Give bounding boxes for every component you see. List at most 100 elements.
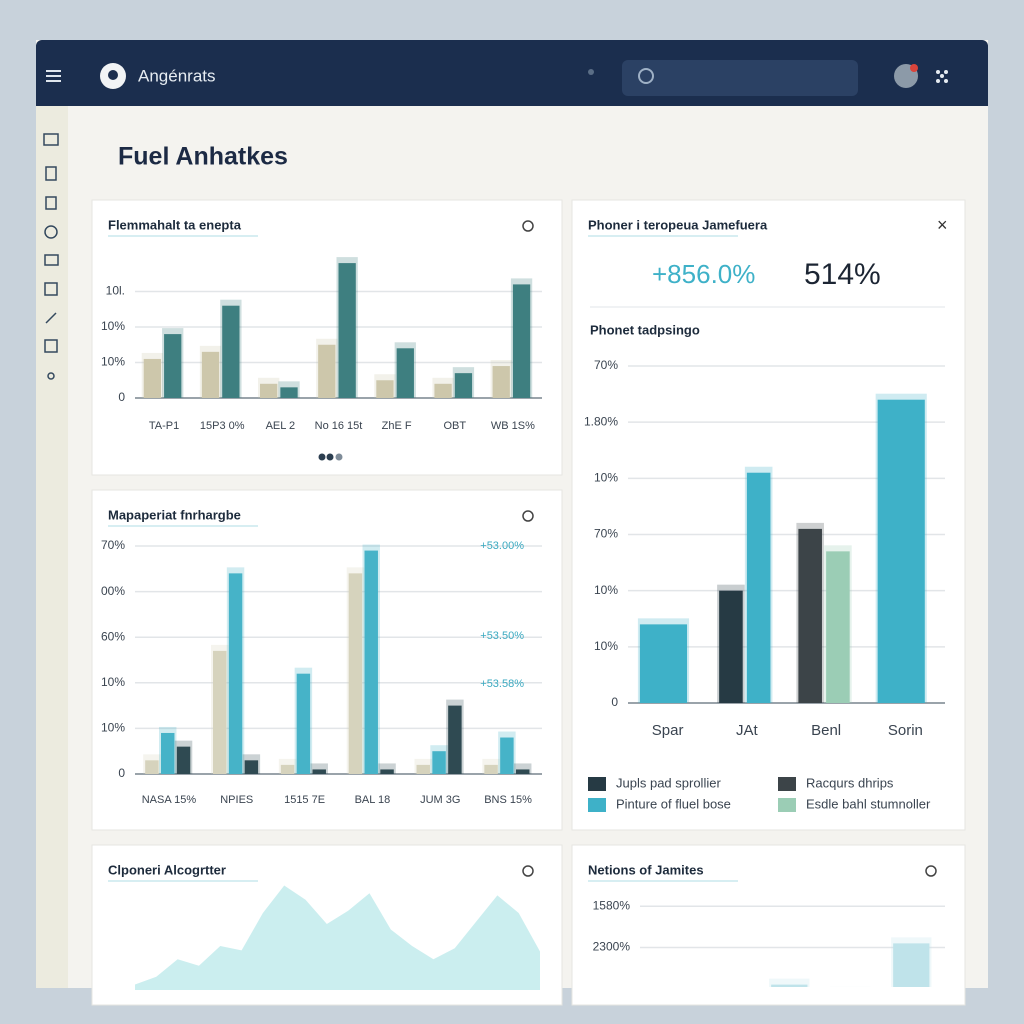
legend-label: Jupls pad sprollier [616,775,721,790]
page-dot[interactable] [326,453,334,461]
y-tick-label: 2300% [593,940,631,954]
annotation: +53.00% [480,540,524,552]
bar-glow [513,763,532,774]
x-tick-label: 1515 7E [284,794,325,806]
legend-swatch [588,777,606,791]
y-tick-label: 70% [594,358,618,372]
legend-label: Esdle bahl stumnoller [806,796,931,811]
bar [280,764,295,774]
bar-glow [769,978,810,987]
bar [338,263,356,398]
bar [318,344,336,398]
y-tick-label: 10l. [106,284,125,298]
title-underline [108,525,258,527]
area [135,885,540,990]
legend-label: Pinture of fluel bose [616,796,731,811]
bar [222,305,240,398]
page-title: Fuel Anhatkes [118,143,288,171]
kpi: 514% [804,258,881,291]
bar [877,399,925,703]
x-tick-label: Sorin [888,722,923,739]
y-tick-label: 0 [118,390,125,404]
y-tick-label: 1.80% [584,414,618,428]
notification-badge [910,64,918,72]
kpi: +856.0% [652,259,755,289]
bar [244,760,259,774]
legend-swatch [778,777,796,791]
bar [798,528,822,703]
bar [228,573,243,774]
apps-button[interactable] [936,70,948,83]
bar [893,943,930,987]
panel-menu[interactable] [522,220,534,232]
y-tick-label: 10% [594,639,618,653]
x-tick-label: NPIES [220,794,253,806]
bar [176,746,191,774]
page-dot[interactable] [318,453,326,461]
bar [719,590,743,703]
y-tick-label: 10% [101,675,125,689]
page-dot[interactable] [335,453,343,461]
panel-subtitle: Phonet tadpsingo [590,322,700,337]
title-underline [108,235,258,237]
bar [396,348,414,398]
panel [91,199,563,476]
sidebar-icons[interactable] [43,133,59,380]
panel-menu[interactable] [522,865,534,877]
bar [280,387,298,398]
legend-label: Racqurs dhrips [806,775,894,790]
bar [434,383,452,398]
y-tick-label: 10% [101,721,125,735]
bar [296,673,311,774]
sidebar [36,106,68,988]
menu-button[interactable] [46,70,61,82]
y-tick-label: 1580% [593,898,631,912]
bar-glow [310,763,328,774]
bar [771,984,808,987]
panel-title: Netions of Jamites [588,862,704,877]
x-tick-label: No 16 15t [315,420,363,432]
bar [416,764,430,774]
bar [364,550,378,774]
y-tick-label: 60% [101,629,125,643]
x-tick-label: JAt [736,722,759,739]
y-tick-label: 10% [101,355,125,369]
bar [164,334,182,398]
panel-title: Flemmahalt ta enepta [108,217,242,232]
title-underline [588,880,738,882]
bar [432,751,446,774]
search-icon [638,68,654,84]
annotation: +53.58% [480,678,524,690]
x-tick-label: AEL 2 [266,420,296,432]
title-underline [588,235,738,237]
y-tick-label: 10% [594,471,618,485]
x-tick-label: Benl [811,722,841,739]
bar [145,760,159,774]
bar [143,358,162,398]
top-bar-edge [36,100,988,106]
x-tick-label: WB 1S% [491,420,535,432]
bar [746,472,771,703]
legend-swatch [778,798,796,812]
bar [448,705,462,774]
bar [826,551,850,703]
close-button[interactable]: × [937,215,948,235]
search-box[interactable] [622,60,858,96]
title-underline [108,880,258,882]
bar [161,732,175,774]
legend-swatch [588,798,606,812]
x-tick-label: JUM 3G [420,794,460,806]
bar [639,624,688,703]
y-tick-label: 70% [101,538,125,552]
panel-title: Mapaperiat fnrhargbe [108,507,241,522]
panel-menu[interactable] [522,510,534,522]
x-tick-label: 15P3 0% [200,420,245,432]
app-name: Angénrats [138,66,216,85]
bar [201,351,220,398]
y-tick-label: 0 [611,695,618,709]
bar [512,284,531,398]
y-tick-label: 10% [101,319,125,333]
y-tick-label: 0 [118,766,125,780]
panel-menu[interactable] [925,865,937,877]
